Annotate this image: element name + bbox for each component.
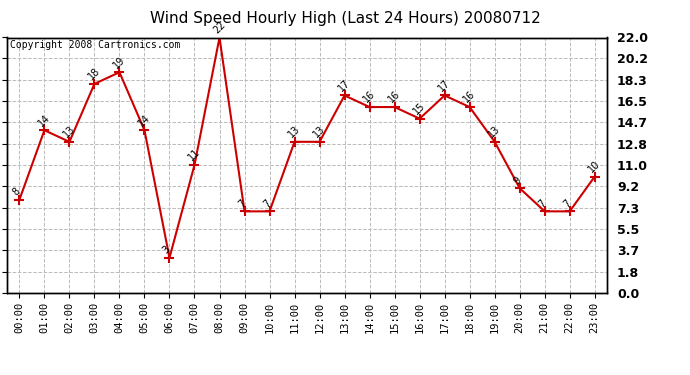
Text: 19: 19 — [111, 54, 127, 70]
Text: Copyright 2008 Cartronics.com: Copyright 2008 Cartronics.com — [10, 40, 180, 50]
Text: 13: 13 — [61, 124, 77, 140]
Text: Wind Speed Hourly High (Last 24 Hours) 20080712: Wind Speed Hourly High (Last 24 Hours) 2… — [150, 11, 540, 26]
Text: 13: 13 — [311, 124, 327, 140]
Text: 16: 16 — [462, 89, 477, 105]
Text: 16: 16 — [362, 89, 377, 105]
Text: 10: 10 — [586, 159, 602, 174]
Text: 7: 7 — [536, 198, 548, 209]
Text: 14: 14 — [136, 112, 152, 128]
Text: 17: 17 — [436, 78, 452, 93]
Text: 15: 15 — [411, 100, 427, 117]
Text: 7: 7 — [236, 198, 248, 209]
Text: 18: 18 — [86, 66, 102, 82]
Text: 16: 16 — [386, 89, 402, 105]
Text: 7: 7 — [562, 198, 573, 209]
Text: 11: 11 — [186, 147, 202, 163]
Text: 7: 7 — [262, 198, 273, 209]
Text: 3: 3 — [161, 244, 172, 255]
Text: 17: 17 — [336, 78, 352, 93]
Text: 14: 14 — [36, 112, 52, 128]
Text: 13: 13 — [286, 124, 302, 140]
Text: 13: 13 — [486, 124, 502, 140]
Text: 9: 9 — [511, 175, 523, 186]
Text: 8: 8 — [11, 186, 23, 198]
Text: 22: 22 — [211, 20, 227, 35]
